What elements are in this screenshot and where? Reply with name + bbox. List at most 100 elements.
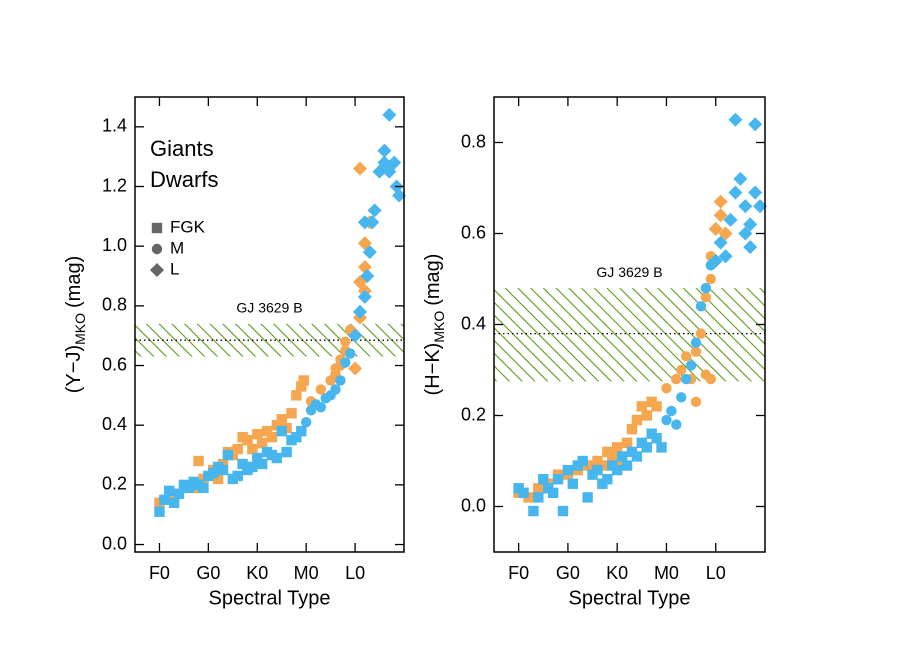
marker-square <box>281 446 292 458</box>
marker-circle <box>671 373 682 385</box>
y-tick-label: 0.4 <box>461 313 486 333</box>
marker-circle <box>676 364 687 376</box>
marker-square <box>198 482 209 494</box>
marker-diamond <box>718 249 733 264</box>
marker-square <box>252 452 263 464</box>
marker-square <box>261 425 273 437</box>
marker-square <box>518 487 529 499</box>
marker-diamond <box>360 268 375 284</box>
marker-square <box>538 474 549 485</box>
marker-square <box>298 375 309 386</box>
marker-square <box>562 464 574 476</box>
marker-square <box>276 425 287 437</box>
legend-marker-label: L <box>170 259 179 278</box>
y-tick-label: 0.4 <box>102 414 127 434</box>
marker-circle <box>700 282 712 294</box>
marker-square <box>232 443 243 455</box>
marker-square <box>271 419 283 431</box>
marker-diamond <box>738 199 753 214</box>
y-tick-label: 0.6 <box>102 354 127 374</box>
marker-square <box>616 451 628 462</box>
marker-square <box>291 390 302 401</box>
marker-circle <box>695 328 707 339</box>
marker-square <box>256 458 268 470</box>
marker-square <box>164 485 175 497</box>
marker-circle <box>690 337 702 348</box>
band-label: GJ 3629 B <box>236 299 302 315</box>
marker-circle <box>345 348 356 359</box>
marker-diamond <box>392 188 407 203</box>
marker-square <box>256 437 268 449</box>
marker-square <box>592 464 603 476</box>
marker-square <box>547 487 559 499</box>
marker-circle <box>676 392 687 403</box>
marker-square <box>533 483 544 494</box>
panel: GJ 3629 B F0 G0 K0 M0 L0 0.0 0.2 0.4 0.6 0.8 Spectr… <box>422 96 768 609</box>
marker-square <box>296 381 307 392</box>
marker-square <box>159 494 170 505</box>
marker-square <box>286 408 297 419</box>
marker-square <box>232 470 243 482</box>
marker-circle <box>340 336 351 347</box>
marker-diamond <box>357 215 372 230</box>
marker-circle <box>666 405 677 417</box>
y-tick-label: 0.8 <box>461 131 486 151</box>
marker-circle <box>695 301 707 312</box>
legend-marker-label: FGK <box>170 217 206 236</box>
marker-square <box>296 425 307 437</box>
marker-square <box>266 431 278 443</box>
marker-square <box>193 455 204 467</box>
y-tick-label: 0.8 <box>102 295 127 315</box>
marker-square <box>626 423 638 435</box>
panel: GJ 3629 B F0 G0 K0 M0 L0 0.0 0.2 0.4 0.6 0.8 1.0 1.2… <box>63 96 407 609</box>
marker-diamond <box>753 199 768 214</box>
y-axis-label: (H−K)MKO (mag) <box>422 254 446 396</box>
y-label-unit: (mag) <box>422 254 444 306</box>
x-tick-label: G0 <box>556 563 580 583</box>
y-tick-label: 0.0 <box>461 495 486 515</box>
marker-diamond <box>382 107 397 122</box>
marker-square <box>641 410 652 421</box>
marker-circle <box>300 417 312 428</box>
marker-square <box>291 431 302 443</box>
marker-diamond <box>352 161 368 176</box>
y-tick-label: 1.2 <box>102 175 127 195</box>
x-axis-label: Spectral Type <box>209 587 331 609</box>
marker-square <box>631 414 643 426</box>
marker-square <box>557 505 569 517</box>
y-label-main: (Y−J) <box>63 345 85 393</box>
y-axis-label: (Y−J)MKO (mag) <box>63 256 87 393</box>
marker-diamond <box>718 226 733 241</box>
legend-label: Giants <box>150 136 214 161</box>
plot-frame <box>134 96 405 553</box>
marker-square <box>651 433 662 444</box>
marker-square <box>607 451 618 462</box>
marker-diamond <box>713 235 728 250</box>
marker-diamond <box>748 185 763 200</box>
x-tick-label: F0 <box>149 563 170 583</box>
marker-diamond <box>382 164 397 179</box>
marker-square <box>636 401 648 412</box>
marker-square <box>271 452 283 464</box>
marker-square <box>217 464 229 476</box>
y-tick-label: 1.0 <box>102 235 127 255</box>
marker-square <box>533 492 544 503</box>
marker-square <box>552 474 564 485</box>
x-tick-label: K0 <box>606 563 628 583</box>
marker-circle <box>680 351 692 362</box>
marker-diamond <box>387 155 402 170</box>
x-tick-label: L0 <box>706 563 726 583</box>
marker-circle <box>340 357 351 368</box>
marker-square <box>602 474 613 485</box>
marker-diamond <box>377 143 392 158</box>
marker-diamond <box>743 217 758 232</box>
band <box>135 323 404 357</box>
marker-square <box>222 449 234 461</box>
marker-square <box>183 482 194 494</box>
marker-square <box>154 506 165 517</box>
marker-square <box>631 451 643 462</box>
marker-square <box>656 442 667 453</box>
y-tick-label: 1.4 <box>102 116 127 136</box>
marker-square <box>237 458 248 470</box>
